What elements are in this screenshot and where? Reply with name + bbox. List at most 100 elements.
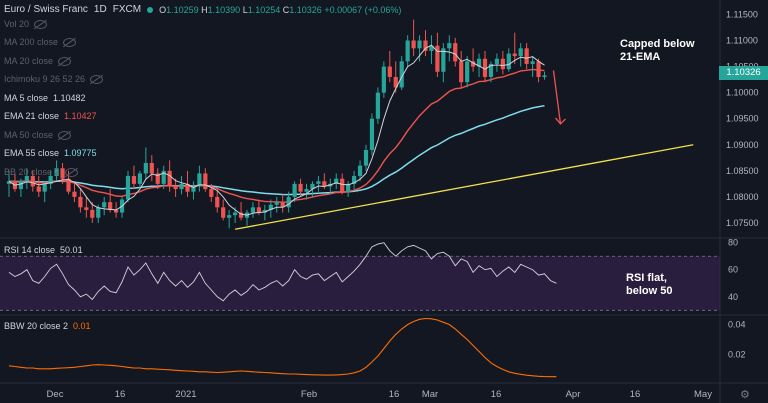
indicator-row[interactable]: MA 20 close [4, 52, 103, 71]
candle [155, 168, 160, 190]
candle-body [435, 45, 440, 72]
indicator-value: 1.10427 [64, 111, 97, 122]
candle-body [6, 181, 12, 184]
candle-body [143, 163, 148, 174]
indicator-label: Vol 20 [4, 18, 30, 29]
candle-body [250, 207, 256, 213]
last-price-tag: 1.10326 [719, 66, 768, 80]
rsi-legend-value: 50.01 [60, 245, 83, 255]
symbol-header: Euro / Swiss Franc 1D FXCM O1.10259 H1.1… [4, 4, 401, 15]
candle [84, 196, 89, 218]
eye-off-icon[interactable] [58, 56, 72, 66]
candle [459, 50, 464, 88]
close-value: 1.10326 [289, 4, 322, 15]
bbw-pane[interactable] [8, 317, 557, 378]
rsi-line [8, 242, 557, 302]
candle-body [536, 61, 541, 77]
symbol-exchange: FXCM [112, 4, 142, 15]
eye-off-icon[interactable] [63, 38, 77, 48]
eye-off-icon[interactable] [64, 167, 78, 177]
candle [274, 196, 279, 213]
candle [447, 35, 452, 62]
candle-body [60, 168, 65, 179]
candle-body [322, 181, 327, 187]
indicator-label: MA 200 close [4, 37, 59, 48]
candle-body [173, 186, 178, 190]
candle-body [280, 202, 285, 208]
indicator-row[interactable]: Ichimoku 9 26 52 26 [4, 71, 104, 90]
candle [423, 30, 428, 57]
candle [506, 48, 511, 72]
candle [191, 181, 196, 200]
price-tick-label: 1.08500 [726, 166, 759, 176]
bbw-legend-value: 0.01 [73, 321, 91, 331]
candle [24, 168, 29, 190]
price-tick-label: 1.09000 [726, 140, 759, 150]
candle-body [131, 176, 137, 184]
candle [221, 199, 226, 221]
candle-body [108, 202, 113, 210]
price-tick-label: 1.07500 [726, 218, 759, 228]
candle [108, 189, 113, 213]
price-tick-label: 1.08000 [726, 192, 759, 202]
candle [441, 43, 446, 83]
candle [524, 43, 529, 70]
candle [375, 87, 380, 124]
annotation-capped: Capped below 21-EMA [620, 38, 695, 63]
candle-body [471, 61, 476, 67]
candle-body [459, 61, 464, 83]
candle [6, 170, 12, 197]
gear-icon[interactable]: ⚙ [740, 389, 750, 401]
candle [102, 196, 107, 216]
candle [316, 176, 321, 192]
indicator-row[interactable]: MA 50 close [4, 126, 103, 145]
candle [185, 170, 190, 197]
candle-body [18, 181, 23, 190]
candle-body [465, 61, 470, 83]
eye-off-icon[interactable] [90, 75, 104, 85]
price-pane[interactable] [6, 19, 694, 230]
indicator-label: EMA 21 close [4, 111, 60, 122]
candle-body [512, 53, 517, 57]
candle [209, 183, 214, 203]
indicator-row[interactable]: BB 20 close 2 [4, 163, 103, 182]
bbw-legend[interactable]: BBW 20 close 2 0.01 [4, 321, 91, 331]
symbol-interval[interactable]: 1D [93, 4, 107, 15]
indicator-row[interactable]: Vol 20 [4, 15, 103, 34]
time-axis[interactable]: Dec 16 2021 Feb 16 Mar 16 Apr 16 May [47, 389, 713, 400]
candle [393, 61, 398, 93]
candle [417, 35, 422, 62]
time-tick-label: 16 [630, 389, 641, 400]
candle [399, 56, 404, 91]
rsi-pane[interactable] [0, 242, 720, 311]
symbol-name[interactable]: Euro / Swiss Franc [4, 4, 88, 15]
candle-body [185, 183, 190, 192]
candle-body [357, 165, 363, 177]
ema55-line [8, 104, 545, 196]
candle-body [334, 178, 339, 184]
candle [357, 160, 363, 182]
indicator-row[interactable]: EMA 21 close 1.10427 [4, 108, 103, 127]
indicator-row[interactable]: EMA 55 close 1.09775 [4, 145, 103, 164]
eye-off-icon[interactable] [34, 19, 48, 29]
candle-body [441, 48, 446, 72]
candle-body [114, 209, 119, 213]
candle [90, 202, 95, 223]
candle-body [375, 92, 380, 119]
indicator-legend: Vol 20 MA 200 close MA 20 close Ichimoku 9 … [4, 15, 104, 182]
rsi-legend[interactable]: RSI 14 close 50.01 [4, 245, 83, 255]
indicator-row[interactable]: MA 5 close 1.10482 [4, 89, 103, 108]
eye-off-icon[interactable] [58, 130, 72, 140]
candle [429, 35, 434, 64]
candle [250, 202, 256, 218]
ohlc-values: O1.10259 H1.10390 L1.10254 C1.10326 +0.0… [159, 4, 402, 15]
candle [286, 191, 291, 213]
candle [304, 183, 309, 200]
candle [465, 56, 470, 88]
candle-body [411, 40, 416, 49]
candle-body [453, 43, 458, 62]
candle [346, 181, 351, 197]
candle [72, 183, 77, 203]
candle-body [155, 173, 160, 184]
indicator-row[interactable]: MA 200 close [4, 34, 103, 53]
